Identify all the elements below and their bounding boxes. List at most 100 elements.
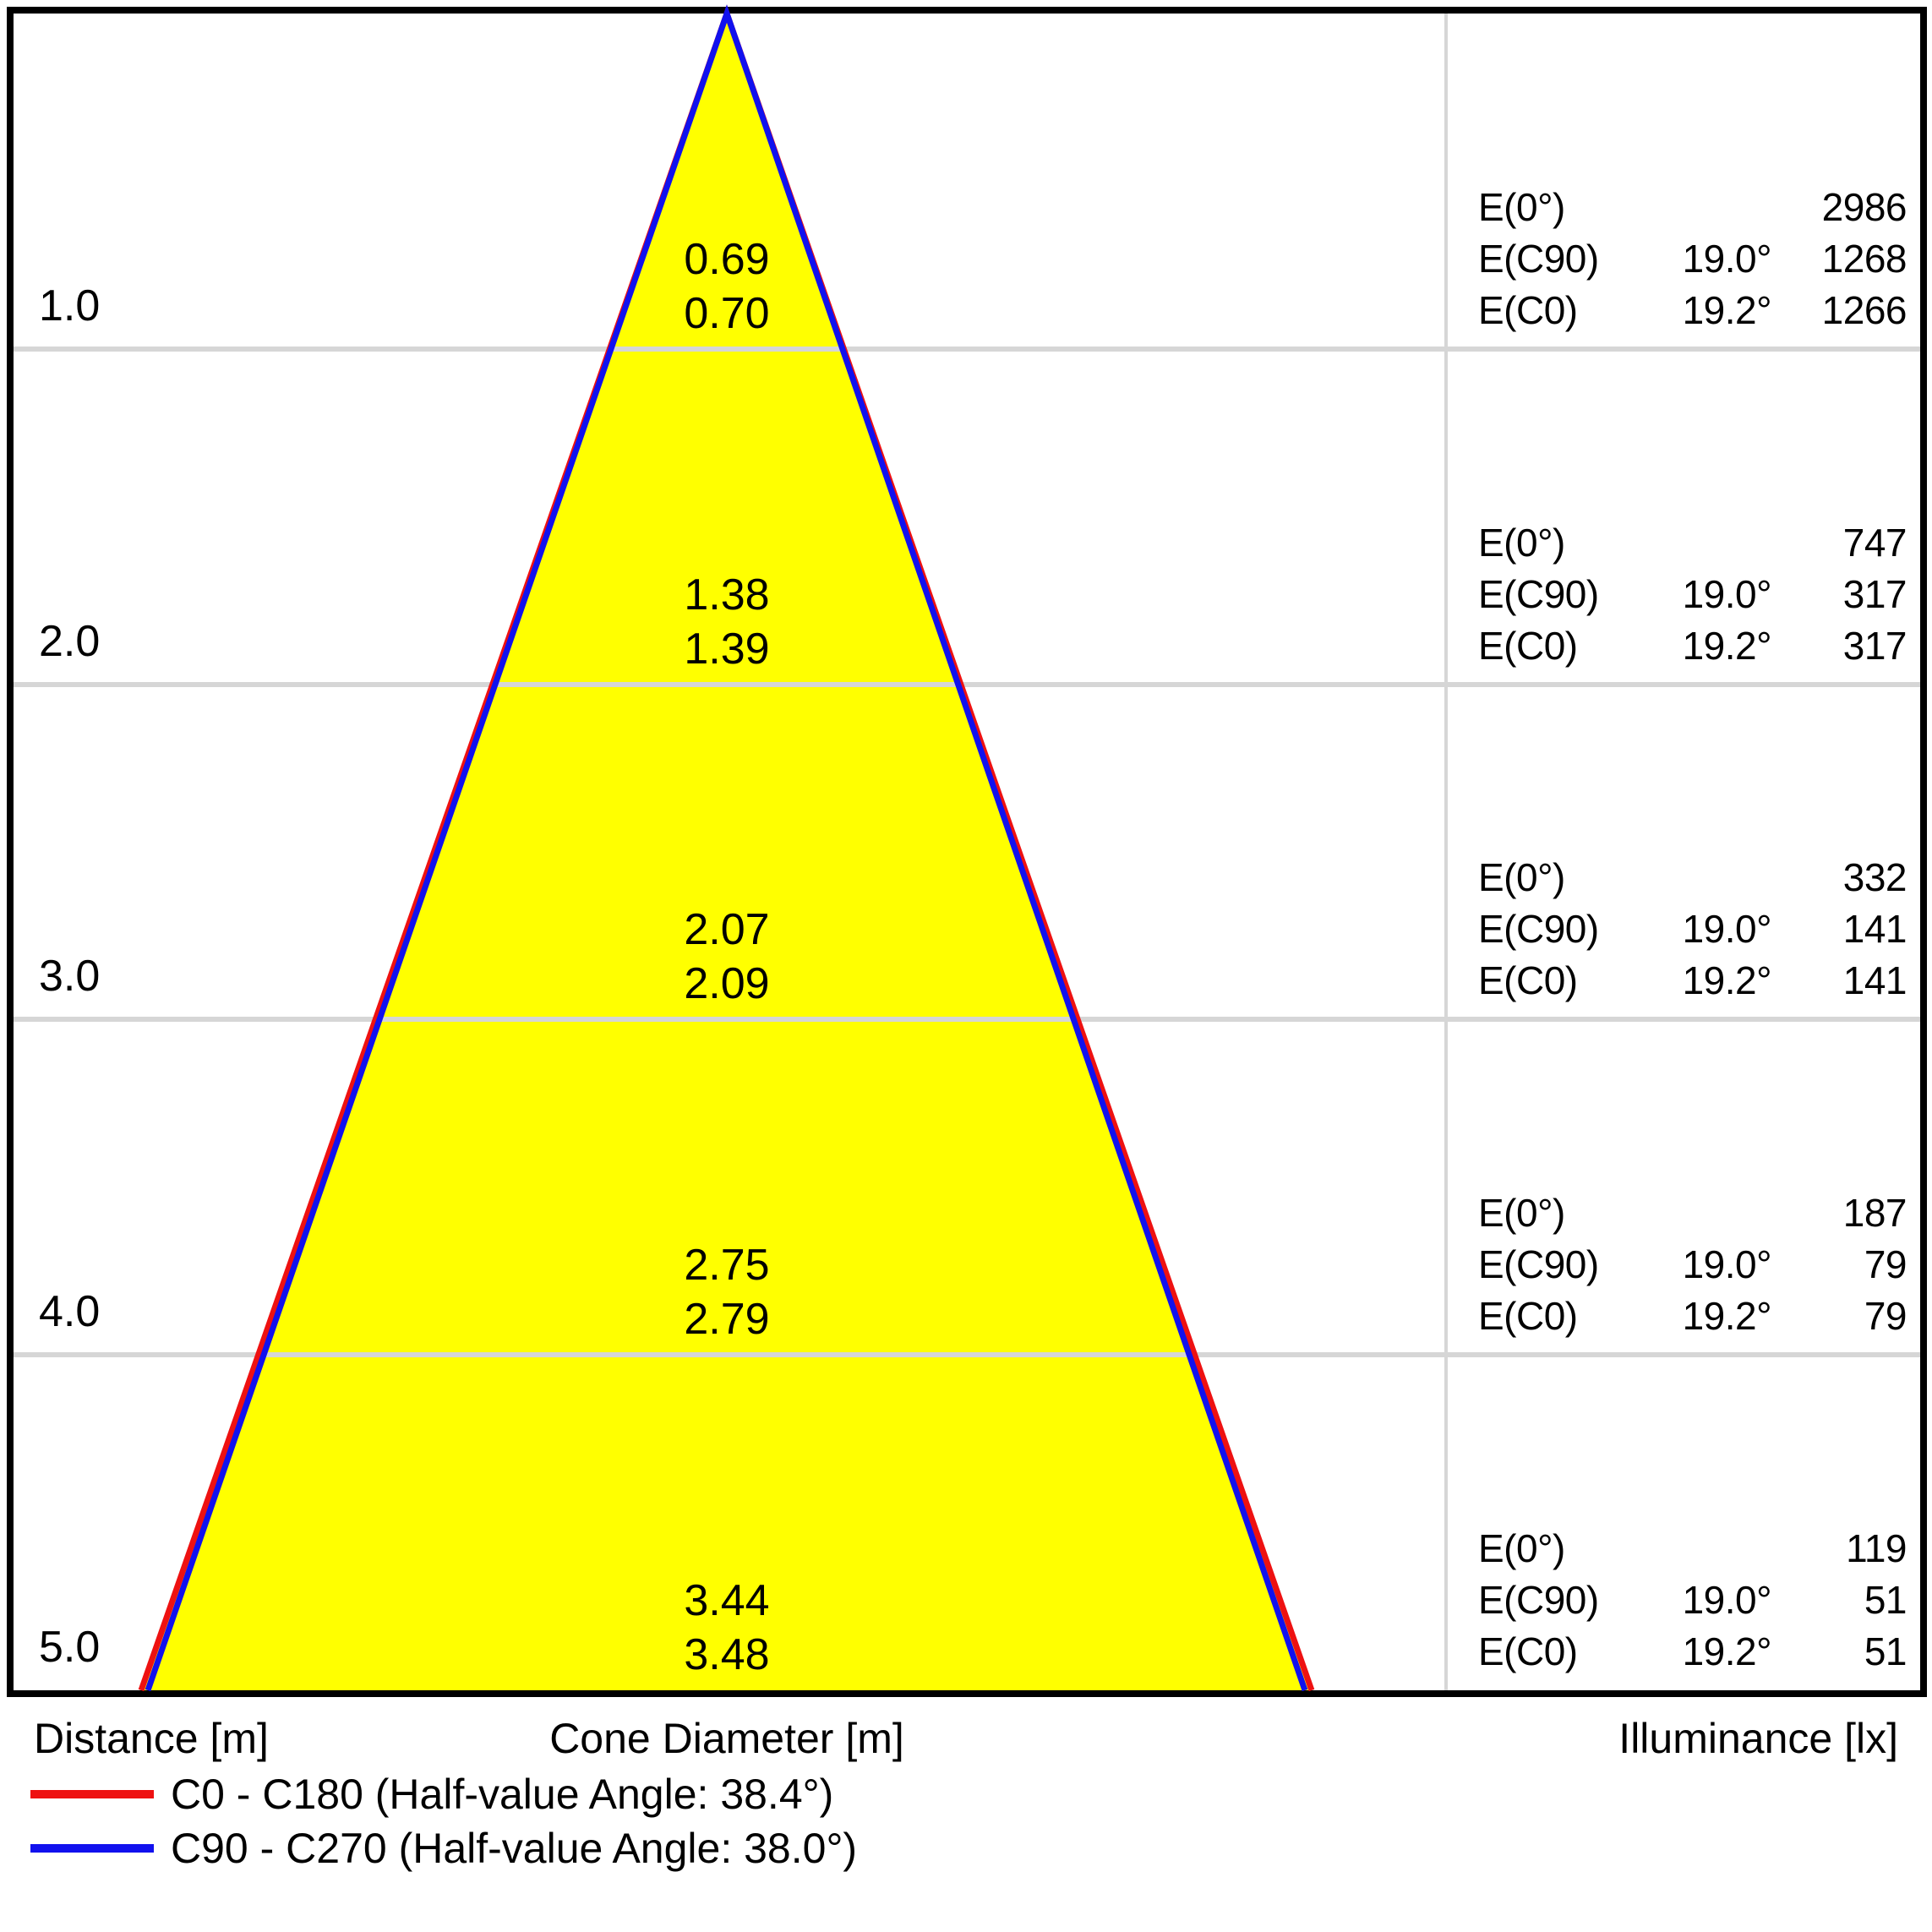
ec90-row: E(C90) 19.0° 79 bbox=[1478, 1239, 1907, 1291]
cone-diameter-values: 3.44 3.48 bbox=[684, 1574, 769, 1682]
cone-cell: 5.0 3.44 3.48 bbox=[14, 1355, 1444, 1690]
ec90-label: E(C90) bbox=[1478, 236, 1599, 281]
ec0-value: 141 bbox=[1842, 958, 1907, 1003]
e0-row: E(0°) 2986 bbox=[1478, 182, 1907, 233]
ec0-label: E(C0) bbox=[1478, 623, 1578, 668]
ec0-angle: 19.2° bbox=[1682, 1294, 1772, 1339]
cone-diameter-c90: 2.07 bbox=[684, 905, 770, 955]
ec0-value: 79 bbox=[1864, 1294, 1907, 1339]
cone-diameter-c90: 1.38 bbox=[684, 570, 770, 619]
ec90-angle: 19.0° bbox=[1682, 1577, 1772, 1622]
cone-diameter-c90: 0.69 bbox=[684, 234, 770, 284]
cone-diameter-c0: 2.79 bbox=[684, 1295, 770, 1345]
c90-c270-line bbox=[145, 4, 1308, 1692]
axis-labels-row: Distance [m] Cone Diameter [m] Illuminan… bbox=[0, 1712, 1932, 1765]
legend-c0-c180: C0 - C180 (Half-value Angle: 38.4°) bbox=[30, 1768, 833, 1820]
e0-row: E(0°) 332 bbox=[1478, 852, 1907, 903]
e0-value: 119 bbox=[1846, 1525, 1907, 1570]
cone-diameter-c0: 1.39 bbox=[684, 624, 770, 674]
cone-diameter-values: 0.69 0.70 bbox=[684, 232, 769, 341]
ec0-label: E(C0) bbox=[1478, 1294, 1578, 1339]
ec90-label: E(C90) bbox=[1478, 1242, 1599, 1287]
e0-row: E(0°) 187 bbox=[1478, 1187, 1907, 1239]
ec0-label: E(C0) bbox=[1478, 287, 1578, 332]
cone-area bbox=[141, 14, 1312, 1690]
ec0-angle: 19.2° bbox=[1682, 958, 1772, 1003]
e0-label: E(0°) bbox=[1478, 1191, 1565, 1236]
ec90-row: E(C90) 19.0° 51 bbox=[1478, 1575, 1907, 1626]
ec90-row: E(C90) 19.0° 1268 bbox=[1478, 233, 1907, 285]
cone-diameter-c0: 2.09 bbox=[684, 959, 770, 1009]
e0-angle bbox=[1645, 182, 1771, 233]
e0-value: 2986 bbox=[1821, 184, 1907, 229]
ec0-value: 51 bbox=[1864, 1629, 1907, 1673]
illuminance-table: E(0°) 119 E(C90) 19.0° 51 E(C0) 19.2° 51 bbox=[1478, 1523, 1907, 1678]
ec90-row: E(C90) 19.0° 317 bbox=[1478, 569, 1907, 620]
illuminance-cell: E(0°) 747 E(C90) 19.0° 317 E(C0) 19.2° 3… bbox=[1448, 349, 1920, 685]
gridline-3m bbox=[14, 1017, 1920, 1023]
ec90-value: 1268 bbox=[1821, 236, 1907, 281]
light-cone-fill bbox=[141, 14, 1312, 1690]
distance-value: 2.0 bbox=[39, 616, 101, 666]
c0-c180-line-swatch bbox=[30, 1790, 154, 1798]
illuminance-cell: E(0°) 187 E(C90) 19.0° 79 E(C0) 19.2° 79 bbox=[1448, 1019, 1920, 1355]
e0-angle bbox=[1645, 852, 1771, 903]
illuminance-table: E(0°) 332 E(C90) 19.0° 141 E(C0) 19.2° 1… bbox=[1478, 852, 1907, 1007]
e0-label: E(0°) bbox=[1478, 520, 1565, 565]
c90-c270-line-swatch bbox=[30, 1844, 154, 1853]
ec0-label: E(C0) bbox=[1478, 1629, 1578, 1673]
ec90-angle: 19.0° bbox=[1682, 1242, 1772, 1287]
row-band-4m: 4.0 2.75 2.79 E(0°) 187 E(C90) 19.0° bbox=[14, 1019, 1920, 1355]
cone-diameter-values: 1.38 1.39 bbox=[684, 568, 769, 676]
ec0-row: E(C0) 19.2° 1266 bbox=[1478, 285, 1907, 336]
ec90-value: 79 bbox=[1864, 1242, 1907, 1287]
cone-cell: 2.0 1.38 1.39 bbox=[14, 349, 1444, 685]
ec0-value: 317 bbox=[1842, 623, 1907, 668]
illuminance-cell: E(0°) 119 E(C90) 19.0° 51 E(C0) 19.2° 51 bbox=[1448, 1355, 1920, 1690]
illuminance-cell: E(0°) 332 E(C90) 19.0° 141 E(C0) 19.2° 1… bbox=[1448, 685, 1920, 1020]
illuminance-cell: E(0°) 2986 E(C90) 19.0° 1268 E(C0) 19.2°… bbox=[1448, 14, 1920, 349]
ec0-row: E(C0) 19.2° 79 bbox=[1478, 1291, 1907, 1342]
ec90-angle: 19.0° bbox=[1682, 907, 1772, 952]
cone-diameter-c0: 0.70 bbox=[684, 288, 770, 338]
cone-diameter-values: 2.75 2.79 bbox=[684, 1238, 769, 1346]
e0-label: E(0°) bbox=[1478, 855, 1565, 900]
row-band-5m: 5.0 3.44 3.48 E(0°) 119 E(C90) 19.0° bbox=[14, 1355, 1920, 1690]
e0-value: 332 bbox=[1842, 855, 1907, 900]
e0-angle bbox=[1645, 1187, 1771, 1239]
e0-row: E(0°) 747 bbox=[1478, 517, 1907, 569]
distance-value: 3.0 bbox=[39, 952, 101, 1001]
ec0-row: E(C0) 19.2° 317 bbox=[1478, 620, 1907, 672]
e0-angle bbox=[1645, 517, 1771, 569]
ec0-row: E(C0) 19.2° 141 bbox=[1478, 955, 1907, 1007]
ec0-value: 1266 bbox=[1821, 287, 1907, 332]
illuminance-table: E(0°) 187 E(C90) 19.0° 79 E(C0) 19.2° 79 bbox=[1478, 1187, 1907, 1342]
cone-cell: 1.0 0.69 0.70 bbox=[14, 14, 1444, 349]
ec0-angle: 19.2° bbox=[1682, 1629, 1772, 1673]
light-cone-outlines bbox=[138, 4, 1315, 1692]
e0-row: E(0°) 119 bbox=[1478, 1523, 1907, 1575]
cone-diameter-values: 2.07 2.09 bbox=[684, 903, 769, 1011]
gridline-2m bbox=[14, 681, 1920, 687]
legend-c0-c180-label: C0 - C180 (Half-value Angle: 38.4°) bbox=[171, 1771, 834, 1818]
c0-c180-swatch-rect bbox=[30, 1790, 154, 1798]
distance-value: 5.0 bbox=[39, 1622, 101, 1672]
ec90-row: E(C90) 19.0° 141 bbox=[1478, 903, 1907, 955]
gridline-1m bbox=[14, 346, 1920, 352]
ec0-angle: 19.2° bbox=[1682, 287, 1772, 332]
ec90-label: E(C90) bbox=[1478, 571, 1599, 616]
distance-value: 4.0 bbox=[39, 1287, 101, 1337]
e0-value: 747 bbox=[1842, 520, 1907, 565]
legend-c90-c270-label: C90 - C270 (Half-value Angle: 38.0°) bbox=[171, 1825, 858, 1872]
legend-c90-c270: C90 - C270 (Half-value Angle: 38.0°) bbox=[30, 1822, 857, 1875]
e0-label: E(0°) bbox=[1478, 1525, 1565, 1570]
e0-label: E(0°) bbox=[1478, 184, 1565, 229]
distance-value: 1.0 bbox=[39, 281, 101, 330]
ec90-value: 317 bbox=[1842, 571, 1907, 616]
cone-diameter-c90: 3.44 bbox=[684, 1575, 770, 1625]
cone-diameter-c90: 2.75 bbox=[684, 1241, 770, 1291]
cone-diameter-c0: 3.48 bbox=[684, 1629, 770, 1679]
ec0-angle: 19.2° bbox=[1682, 623, 1772, 668]
light-cone-chart: 1.0 0.69 0.70 E(0°) 2986 E(C90) 19.0° bbox=[7, 4, 1927, 1697]
illuminance-table: E(0°) 747 E(C90) 19.0° 317 E(C0) 19.2° 3… bbox=[1478, 517, 1907, 672]
